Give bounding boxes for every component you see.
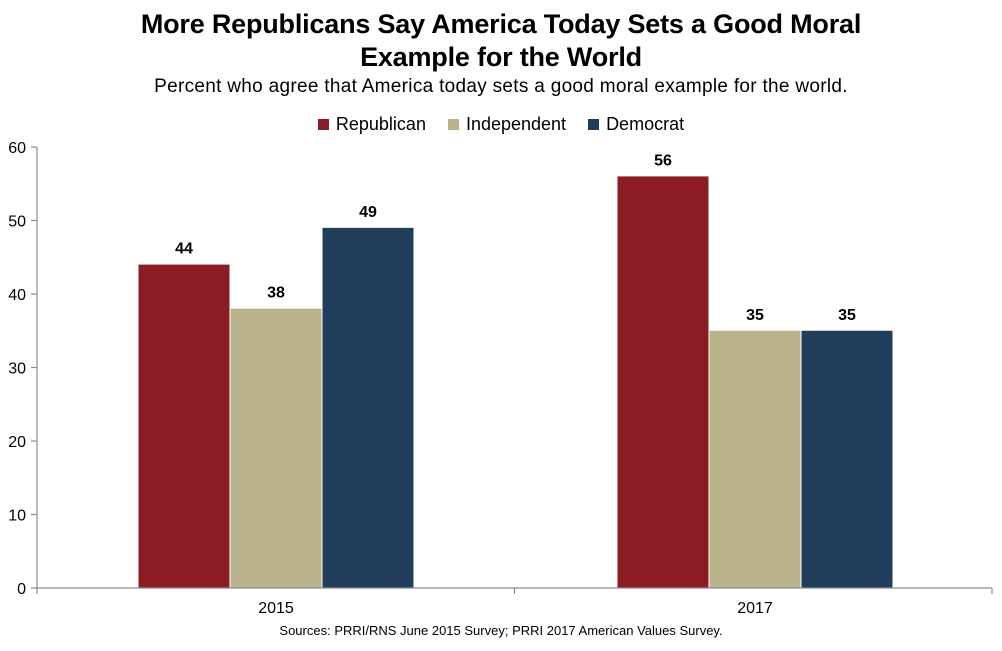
y-tick-label: 20 — [8, 434, 26, 451]
legend-item-democrat: Democrat — [588, 114, 684, 135]
legend-swatch-republican — [317, 119, 329, 130]
legend-item-independent: Independent — [447, 114, 567, 135]
x-tick-label-2017: 2017 — [737, 600, 773, 617]
legend-item-republican: Republican — [317, 114, 426, 135]
chart-subtitle: Percent who agree that America today set… — [154, 76, 848, 97]
data-label-republican-2017: 56 — [654, 152, 672, 169]
legend-label-republican: Republican — [335, 114, 426, 134]
bar-independent-2015 — [230, 308, 322, 588]
y-tick-label: 60 — [8, 140, 26, 157]
chart-title-line-2: Example for the World — [360, 42, 642, 72]
bar-independent-2017 — [709, 330, 801, 588]
bar-democrat-2015 — [322, 227, 414, 588]
bar-republican-2017 — [617, 176, 709, 588]
data-label-democrat-2015: 49 — [359, 204, 377, 221]
chart-legend: Republican Independent Democrat — [0, 114, 1002, 135]
x-tick-label-2015: 2015 — [258, 600, 294, 617]
legend-label-independent: Independent — [465, 114, 567, 134]
bar-democrat-2017 — [801, 330, 893, 588]
data-label-democrat-2017: 35 — [838, 307, 856, 324]
legend-swatch-independent — [447, 119, 459, 130]
y-tick-label: 30 — [8, 361, 26, 378]
data-label-independent-2017: 35 — [746, 307, 764, 324]
chart-title-line-1: More Republicans Say America Today Sets … — [140, 9, 862, 39]
y-tick-label: 0 — [17, 581, 26, 598]
legend-label-democrat: Democrat — [606, 114, 685, 134]
data-label-independent-2015: 38 — [267, 285, 285, 302]
y-tick-label: 10 — [8, 508, 26, 525]
data-label-republican-2015: 44 — [175, 241, 193, 258]
y-tick-label: 50 — [8, 214, 26, 231]
y-tick-label: 40 — [8, 287, 26, 304]
chart-title: More Republicans Say America Today Sets … — [0, 8, 1002, 74]
legend-swatch-democrat — [588, 119, 600, 130]
source-note: Sources: PRRI/RNS June 2015 Survey; PRRI… — [279, 623, 723, 638]
bar-republican-2015 — [138, 264, 230, 588]
